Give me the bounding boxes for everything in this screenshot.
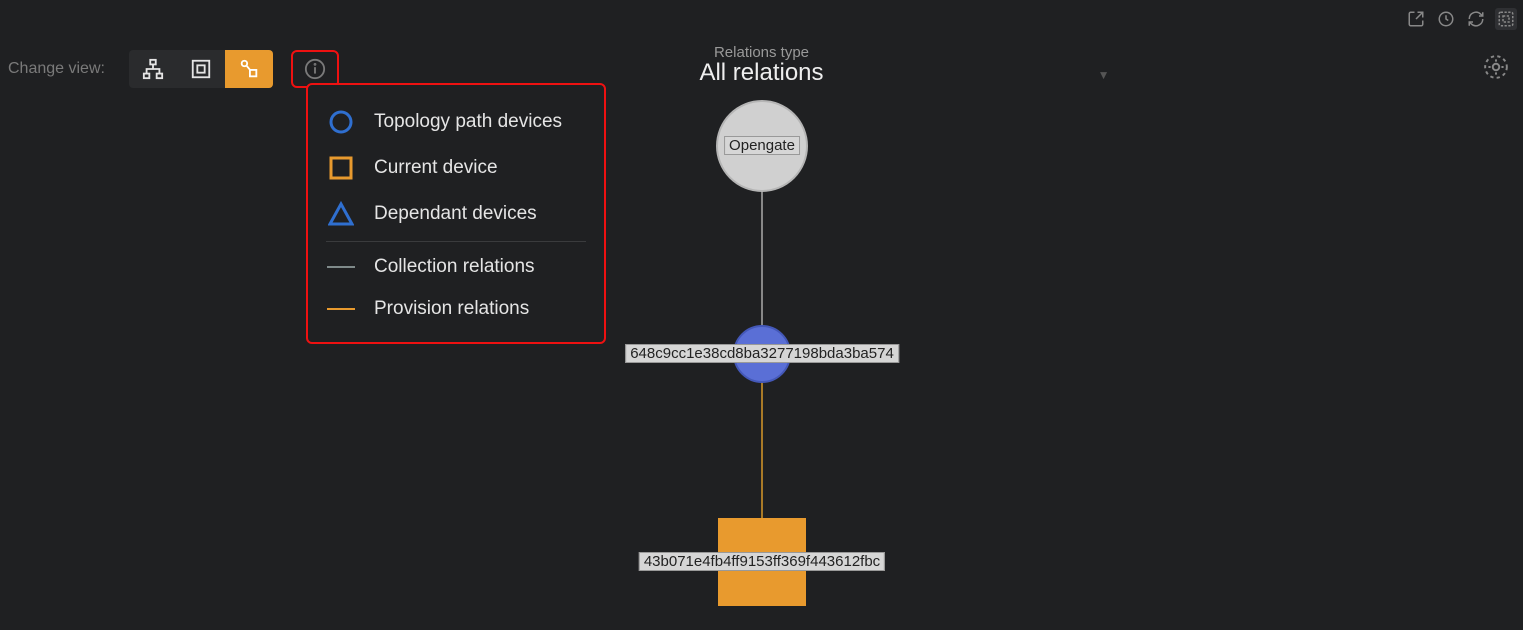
circle-icon: [326, 109, 356, 135]
node-label: Opengate: [724, 136, 800, 155]
export-icon[interactable]: [1405, 8, 1427, 30]
chevron-down-icon: ▼: [1098, 68, 1110, 82]
legend-item-current: Current device: [326, 145, 586, 191]
refresh-icon[interactable]: [1465, 8, 1487, 30]
view-topology-button[interactable]: [225, 50, 273, 88]
line-icon: [326, 266, 356, 268]
legend-label: Current device: [374, 157, 498, 179]
legend-label: Dependant devices: [374, 203, 537, 225]
triangle-icon: [326, 201, 356, 227]
settings-gear-icon[interactable]: [1483, 54, 1509, 85]
node-label: 648c9cc1e38cd8ba3277198bda3ba574: [625, 344, 899, 363]
view-box-button[interactable]: [177, 50, 225, 88]
relations-type-dropdown[interactable]: Relations type All relations ▼: [412, 44, 1112, 87]
node-label: 43b071e4fb4ff9153ff369f443612fbc: [639, 552, 885, 571]
legend-item-topology: Topology path devices: [326, 99, 586, 145]
change-view-label: Change view:: [8, 60, 105, 78]
legend-popup: Topology path devices Current device Dep…: [306, 83, 606, 344]
legend-label: Topology path devices: [374, 111, 562, 133]
layout-icon[interactable]: [1495, 8, 1517, 30]
legend-label: Provision relations: [374, 298, 529, 320]
view-button-group: [129, 50, 273, 88]
view-hierarchy-button[interactable]: [129, 50, 177, 88]
line-icon: [326, 308, 356, 310]
legend-item-dependant: Dependant devices: [326, 191, 586, 237]
legend-item-provision-rel: Provision relations: [326, 288, 586, 330]
topology-graph: [0, 0, 1523, 630]
legend-label: Collection relations: [374, 256, 535, 278]
square-icon: [326, 155, 356, 181]
history-icon[interactable]: [1435, 8, 1457, 30]
legend-item-collection-rel: Collection relations: [326, 246, 586, 288]
